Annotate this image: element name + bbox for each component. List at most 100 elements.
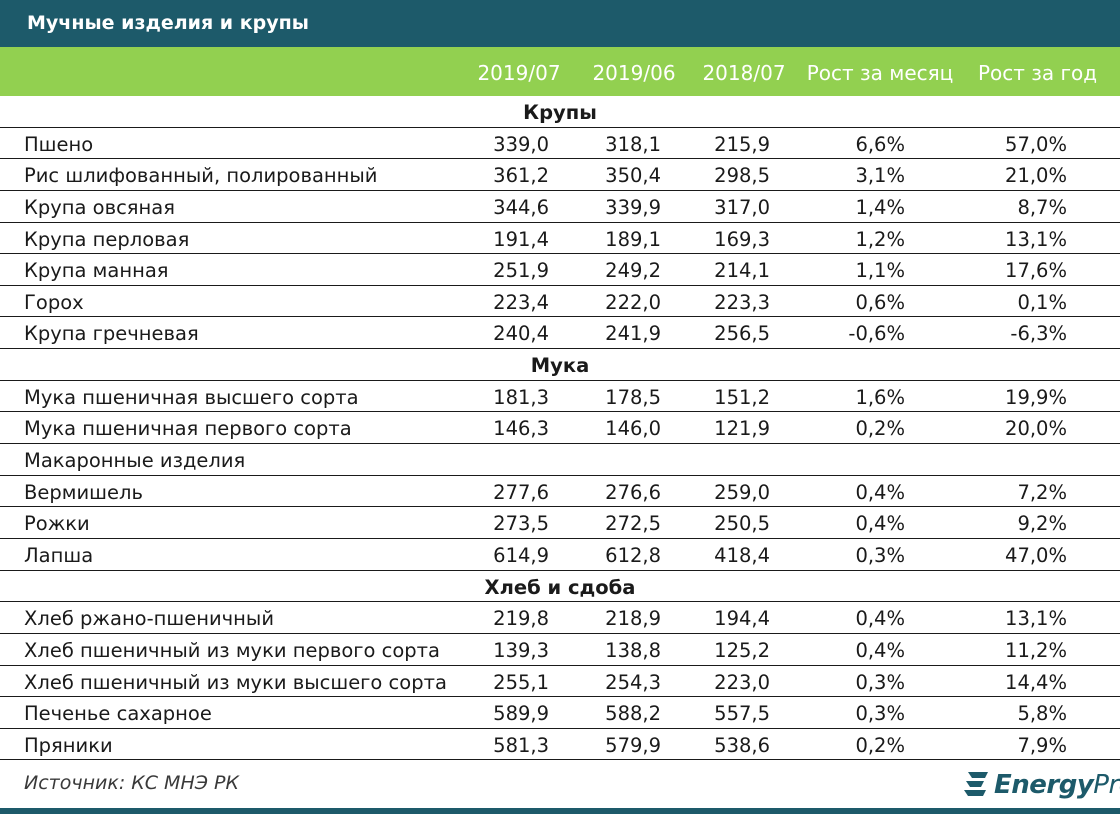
table-row: Рис шлифованный, полированный 361,2 350,4 2… — [0, 159, 1120, 191]
value-2019-07: 146,3 — [493, 417, 549, 441]
value-2019-06: 254,3 — [605, 670, 661, 694]
value-2019-06: 178,5 — [605, 385, 661, 409]
table-row: Лапша 614,9 612,8 418,4 0,3% 47,0% — [0, 539, 1120, 571]
table-row: Вермишель 277,6 276,6 259,0 0,4% 7,2% — [0, 476, 1120, 508]
value-2018-07: 298,5 — [714, 164, 770, 188]
product-name: Рожки — [24, 512, 90, 536]
value-2018-07: 538,6 — [714, 733, 770, 757]
product-name: Крупа перловая — [24, 227, 190, 251]
value-2019-06: 272,5 — [605, 512, 661, 536]
value-2019-06: 579,9 — [605, 733, 661, 757]
table-row: Мука пшеничная первого сорта 146,3 146,0 12… — [0, 412, 1120, 445]
value-2019-07: 344,6 — [493, 195, 549, 219]
year-growth: 21,0% — [1005, 164, 1067, 188]
value-2018-07: 214,1 — [714, 259, 770, 283]
value-2019-07: 273,5 — [493, 512, 549, 536]
month-growth: 0,6% — [855, 290, 905, 314]
month-growth: 0,3% — [855, 702, 905, 726]
value-2019-06: 350,4 — [605, 164, 661, 188]
value-2019-06: 218,9 — [605, 607, 661, 631]
value-2019-06: 189,1 — [605, 227, 661, 251]
value-2019-07: 219,8 — [493, 607, 549, 631]
product-name: Печенье сахарное — [24, 702, 212, 726]
month-growth: 0,2% — [855, 733, 905, 757]
value-2019-07: 191,4 — [493, 227, 549, 251]
value-2019-07: 255,1 — [493, 670, 549, 694]
value-2019-06: 339,9 — [605, 195, 661, 219]
month-growth: 0,2% — [855, 417, 905, 441]
product-name: Мука пшеничная высшего сорта — [24, 385, 359, 409]
product-name: Вермишель — [24, 480, 143, 504]
table-row: Мука пшеничная высшего сорта 181,3 178,5 15… — [0, 381, 1120, 413]
year-growth: -6,3% — [1010, 322, 1067, 346]
year-growth: 8,7% — [1017, 195, 1067, 219]
month-growth: 3,1% — [855, 164, 905, 188]
value-2018-07: 250,5 — [714, 512, 770, 536]
month-growth: 1,2% — [855, 227, 905, 251]
table-row: Пряники 581,3 579,9 538,6 0,2% 7,9% — [0, 729, 1120, 761]
value-2018-07: 151,2 — [714, 385, 770, 409]
month-growth: 1,4% — [855, 195, 905, 219]
month-growth: 0,4% — [855, 607, 905, 631]
table-row: Крупа перловая 191,4 189,1 169,3 1,2% 13,1% — [0, 223, 1120, 255]
product-name: Крупа гречневая — [24, 322, 199, 346]
footer-divider — [0, 808, 1120, 814]
section-header-row: Мука — [0, 349, 1120, 381]
value-2018-07: 125,2 — [714, 638, 770, 662]
value-2018-07: 557,5 — [714, 702, 770, 726]
year-growth: 14,4% — [1005, 670, 1067, 694]
logo-wordmark-regular: Prom — [1093, 770, 1120, 800]
year-growth: 20,0% — [1005, 417, 1067, 441]
value-2019-07: 361,2 — [493, 164, 549, 188]
year-growth: 11,2% — [1005, 638, 1067, 662]
year-growth: 47,0% — [1005, 543, 1067, 567]
value-2019-07: 339,0 — [493, 132, 549, 156]
month-growth: 0,4% — [855, 480, 905, 504]
year-growth: 0,1% — [1017, 290, 1067, 314]
table-body: Крупы Пшено 339,0 318,1 215,9 6,6% 57,0% Рис шл… — [0, 96, 1120, 761]
year-growth: 7,2% — [1017, 480, 1067, 504]
value-2019-07: 589,9 — [493, 702, 549, 726]
product-name: Рис шлифованный, полированный — [24, 164, 378, 188]
product-name: Крупа овсяная — [24, 195, 175, 219]
month-growth: 0,3% — [855, 543, 905, 567]
year-growth: 13,1% — [1005, 227, 1067, 251]
value-2019-06: 146,0 — [605, 417, 661, 441]
value-2018-07: 418,4 — [714, 543, 770, 567]
product-name: Хлеб ржано-пшеничный — [24, 607, 275, 631]
value-2018-07: 215,9 — [714, 132, 770, 156]
table-row: Хлеб пшеничный из муки высшего сорта 255,… — [0, 666, 1120, 698]
value-2019-07: 223,4 — [493, 290, 549, 314]
year-growth: 13,1% — [1005, 607, 1067, 631]
year-growth: 17,6% — [1005, 259, 1067, 283]
value-2019-07: 614,9 — [493, 543, 549, 567]
product-name: Пшено — [24, 132, 94, 156]
logo-wordmark-bold: Energy — [994, 770, 1094, 800]
value-2019-07: 139,3 — [493, 638, 549, 662]
product-name: Хлеб пшеничный из муки первого сорта — [24, 638, 440, 662]
product-name: Мука пшеничная первого сорта — [24, 417, 352, 441]
value-2019-06: 612,8 — [605, 543, 661, 567]
value-2018-07: 223,3 — [714, 290, 770, 314]
column-header-month-growth: Рост за месяц — [806, 61, 954, 85]
month-growth: -0,6% — [848, 322, 905, 346]
value-2018-07: 194,4 — [714, 607, 770, 631]
month-growth: 0,3% — [855, 670, 905, 694]
table-row: Горох 223,4 222,0 223,3 0,6% 0,1% — [0, 286, 1120, 318]
product-name: Крупа манная — [24, 259, 169, 283]
section-title: Мука — [530, 354, 590, 378]
table-row: Печенье сахарное 589,9 588,2 557,5 0,3% 5,8% — [0, 697, 1120, 729]
value-2019-07: 277,6 — [493, 480, 549, 504]
value-2019-07: 240,4 — [493, 322, 549, 346]
table-row: Хлеб пшеничный из муки первого сорта 139,… — [0, 634, 1120, 666]
value-2019-06: 276,6 — [605, 480, 661, 504]
value-2019-06: 241,9 — [605, 322, 661, 346]
value-2019-06: 588,2 — [605, 702, 661, 726]
year-growth: 5,8% — [1017, 702, 1067, 726]
logo-wordmark: EnergyProm — [994, 770, 1120, 800]
group-label: Макаронные изделия — [24, 449, 246, 473]
month-growth: 1,6% — [855, 385, 905, 409]
column-header-2018-07: 2018/07 — [702, 61, 786, 85]
value-2018-07: 223,0 — [714, 670, 770, 694]
